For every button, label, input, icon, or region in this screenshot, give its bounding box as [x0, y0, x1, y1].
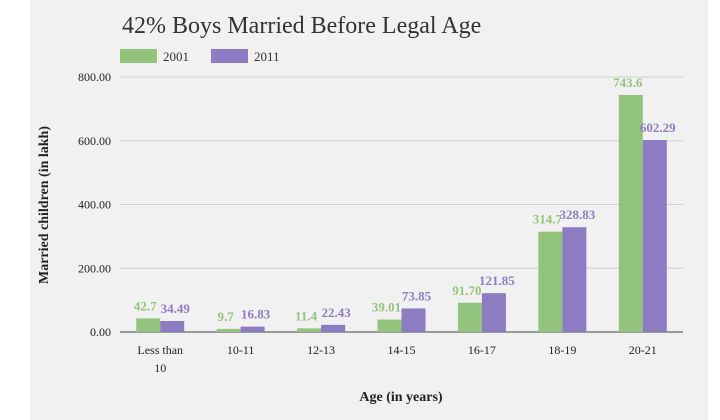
bar-2011 — [401, 308, 426, 332]
bar-2011 — [321, 324, 346, 332]
x-tick-label: 14-15 — [388, 343, 416, 357]
bar-2011 — [642, 140, 667, 332]
bar-2001 — [216, 328, 241, 332]
data-label-2001: 39.01 — [372, 300, 401, 315]
x-tick-label: 10-11 — [227, 343, 255, 357]
x-tick-label: 10 — [154, 361, 166, 375]
y-tick-label: 600.00 — [78, 134, 111, 148]
bar-2001 — [538, 231, 563, 332]
chart-panel: 42% Boys Married Before Legal Age 2001 2… — [30, 0, 708, 420]
x-tick-label: 18-19 — [548, 343, 576, 357]
bars — [136, 94, 667, 332]
bar-2001 — [618, 94, 643, 332]
gridlines — [120, 76, 683, 333]
bar-chart: 42% Boys Married Before Legal Age 2001 2… — [37, 13, 683, 405]
bar-2011 — [160, 321, 185, 332]
y-tick-label: 0.00 — [90, 325, 111, 339]
data-label-2011: 121.85 — [479, 273, 515, 288]
legend-swatch-2011 — [211, 49, 248, 63]
y-tick-label: 400.00 — [78, 198, 111, 212]
bar-2011 — [240, 326, 265, 332]
bar-2001 — [297, 328, 322, 332]
legend-label-2011: 2011 — [254, 49, 280, 64]
legend: 2001 2011 — [120, 49, 280, 64]
data-label-2011: 602.29 — [640, 120, 676, 135]
legend-swatch-2001 — [120, 49, 157, 63]
y-axis-ticks: 0.00 200.00 400.00 600.00 800.00 — [78, 70, 111, 339]
x-tick-label: 20-21 — [629, 343, 657, 357]
legend-label-2001: 2001 — [163, 49, 189, 64]
data-label-2011: 328.83 — [559, 207, 595, 222]
chart-title: 42% Boys Married Before Legal Age — [122, 13, 481, 39]
bar-2011 — [481, 293, 506, 332]
data-label-2011: 34.49 — [161, 301, 191, 316]
data-label-2011: 22.43 — [321, 305, 351, 320]
y-axis-title: Married children (in lakh) — [37, 126, 52, 284]
y-tick-label: 800.00 — [78, 70, 111, 84]
x-tick-label: 16-17 — [468, 343, 496, 357]
bar-2001 — [457, 302, 482, 332]
data-label-2001: 743.6 — [613, 75, 643, 90]
data-label-2001: 42.7 — [134, 298, 157, 313]
x-tick-label: Less than — [137, 343, 183, 357]
data-label-2011: 16.83 — [241, 307, 271, 322]
data-label-2001: 11.4 — [295, 308, 318, 323]
x-axis-ticks: Less than 10 10-11 12-13 14-15 16-17 18-19 20-2… — [137, 343, 656, 375]
bar-2001 — [136, 318, 161, 332]
data-label-2001: 314.7 — [533, 212, 563, 227]
bar-2011 — [562, 227, 587, 332]
bar-2001 — [377, 319, 402, 332]
data-label-2001: 91.70 — [452, 283, 481, 298]
data-label-2001: 9.7 — [218, 309, 235, 324]
y-tick-label: 200.00 — [78, 261, 111, 275]
x-tick-label: 12-13 — [307, 343, 335, 357]
x-axis-title: Age (in years) — [359, 390, 443, 405]
data-label-2011: 73.85 — [402, 288, 432, 303]
